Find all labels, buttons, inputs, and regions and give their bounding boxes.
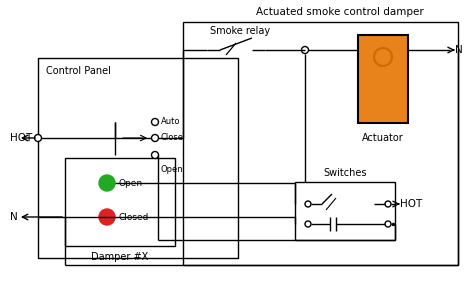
Bar [65,158,175,246]
Text: Open: Open [119,179,143,187]
Text: HOT: HOT [400,199,422,209]
Text: Close: Close [161,134,184,143]
Circle shape [152,134,158,141]
Circle shape [35,134,42,141]
Bar [295,182,395,240]
Circle shape [301,46,309,54]
Bar [358,35,408,123]
Circle shape [305,201,311,207]
Text: N: N [455,45,463,55]
Text: Auto: Auto [161,118,181,126]
Text: N: N [10,212,18,222]
Text: Switches: Switches [323,168,367,178]
Text: Damper #X: Damper #X [91,252,149,262]
Text: Actuator: Actuator [362,133,404,143]
Text: HOT: HOT [10,133,32,143]
Text: Closed: Closed [119,213,149,221]
Circle shape [385,221,391,227]
Circle shape [152,151,158,158]
Text: Control Panel: Control Panel [46,66,111,76]
Circle shape [99,175,115,191]
Circle shape [152,118,158,126]
Text: Smoke relay: Smoke relay [210,26,270,36]
Bar [183,22,458,265]
Circle shape [305,221,311,227]
Circle shape [385,201,391,207]
Bar [38,58,238,258]
Text: Open: Open [161,165,183,174]
Circle shape [99,209,115,225]
Text: Actuated smoke control damper: Actuated smoke control damper [256,7,424,17]
